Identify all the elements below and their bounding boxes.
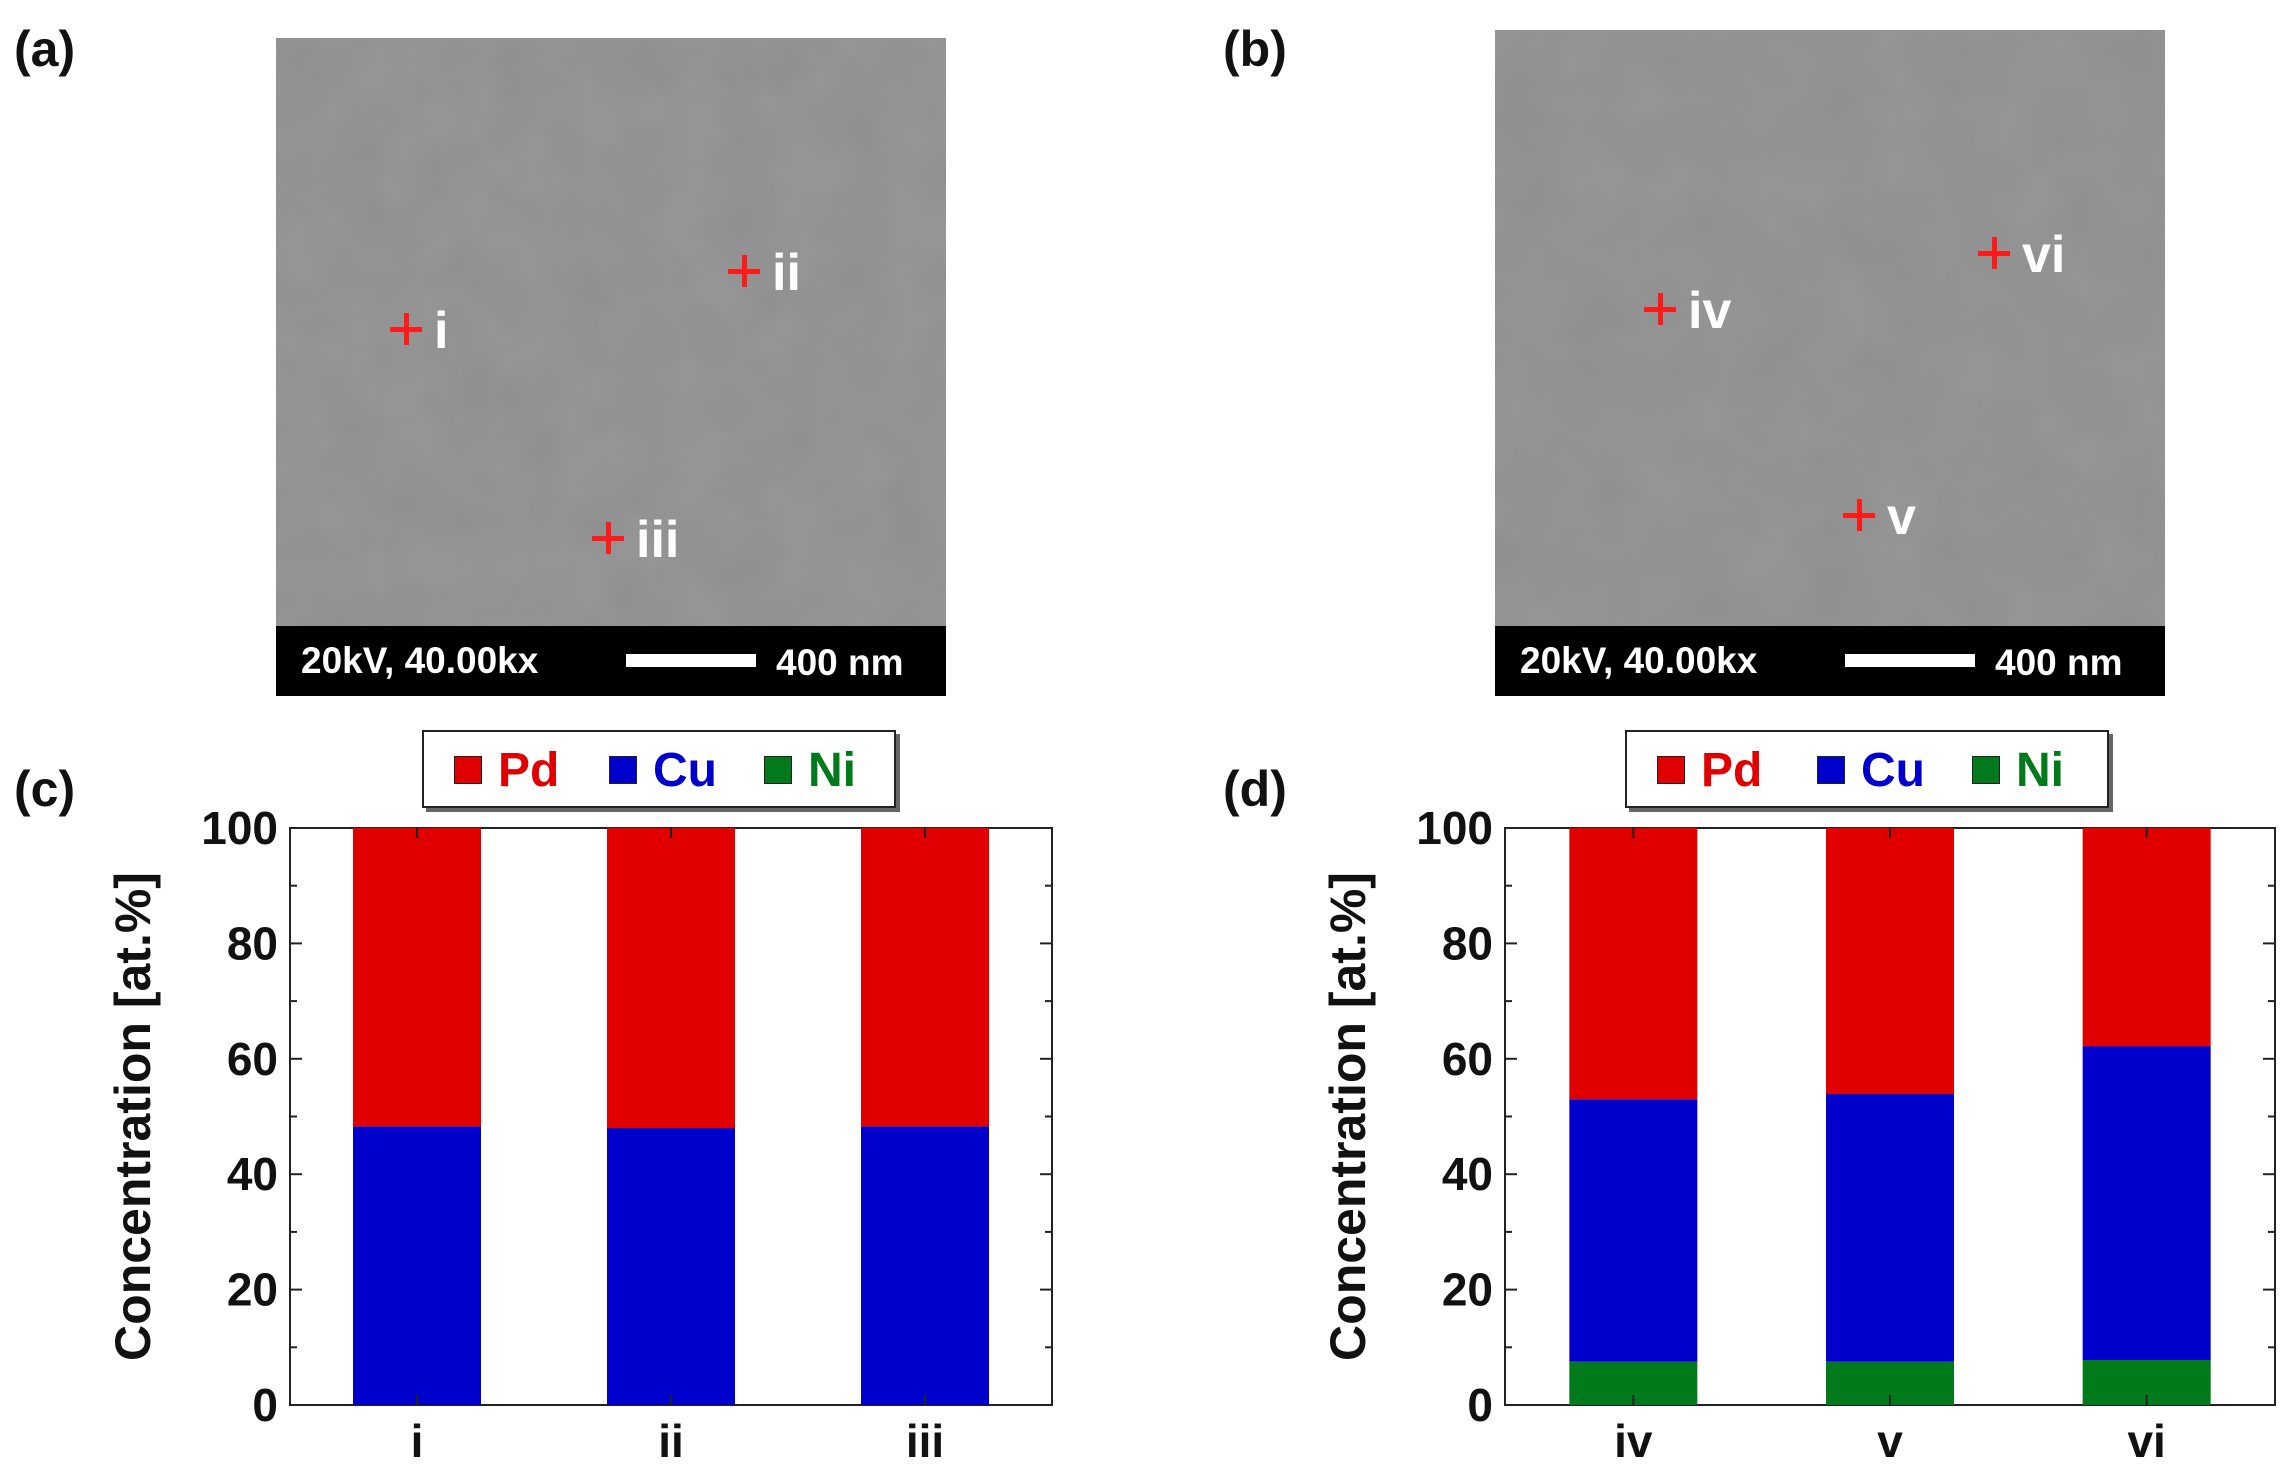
bar-cu-vi: [2082, 1046, 2211, 1360]
panel-label-c: (c): [14, 761, 76, 817]
bar-cu-v: [1826, 1093, 1954, 1362]
x-tick-label: vi: [2127, 1415, 2165, 1467]
legend-label: Cu: [1861, 744, 1925, 797]
panel-label-a: (a): [14, 21, 76, 77]
point-label: iii: [636, 511, 680, 569]
bar-pd-iii: [861, 828, 989, 1127]
y-tick-label: 20: [227, 1264, 278, 1316]
sem-image-b: iv vi v 20kV, 40.00kx 400 nm: [1495, 30, 2165, 696]
y-axis-label: Concentration [at.%]: [105, 872, 161, 1361]
x-tick-label: iv: [1614, 1415, 1653, 1467]
sem-texture: [1495, 30, 2165, 696]
legend-swatch: [1817, 756, 1845, 784]
bar-pd-ii: [607, 828, 735, 1129]
sem-info-bar: 20kV, 40.00kx 400 nm: [276, 626, 946, 696]
bar-cu-iii: [861, 1126, 989, 1405]
legend-swatch: [764, 756, 792, 784]
sem-image-a: i ii iii 20kV, 40.00kx 400 nm: [276, 38, 946, 696]
scale-bar: [626, 654, 756, 667]
y-tick-label: 40: [1442, 1148, 1493, 1200]
legend-c: Pd Cu Ni: [422, 730, 896, 808]
bar-pd-vi: [2082, 828, 2211, 1047]
x-tick-label: i: [411, 1415, 424, 1467]
bar-pd-iv: [1569, 828, 1698, 1100]
bar-cu-i: [353, 1126, 481, 1405]
bar-cu-ii: [607, 1128, 735, 1405]
panel-label-b: (b): [1223, 21, 1287, 77]
scale-bar: [1845, 654, 1975, 667]
legend-d: Pd Cu Ni: [1625, 730, 2109, 808]
point-label: vi: [2022, 226, 2066, 284]
legend-label: Pd: [498, 744, 560, 797]
y-tick-label: 60: [1442, 1033, 1493, 1085]
y-tick-label: 40: [227, 1148, 278, 1200]
y-axis-label: Concentration [at.%]: [1320, 872, 1376, 1361]
x-tick-label: v: [1877, 1415, 1903, 1467]
legend-swatch: [1657, 756, 1685, 784]
legend-label: Ni: [808, 744, 856, 797]
legend-label: Pd: [1701, 744, 1763, 797]
scale-bar-label: 400 nm: [776, 642, 904, 683]
y-tick-label: 80: [227, 917, 278, 969]
point-label: v: [1887, 488, 1916, 546]
scale-bar-label: 400 nm: [1995, 642, 2123, 683]
y-tick-label: 60: [227, 1033, 278, 1085]
x-tick-label: ii: [658, 1415, 684, 1467]
sem-acquisition-info: 20kV, 40.00kx: [1520, 640, 1758, 681]
legend-swatch: [609, 756, 637, 784]
y-tick-label: 100: [1416, 802, 1493, 854]
sem-acquisition-info: 20kV, 40.00kx: [301, 640, 539, 681]
bar-cu-iv: [1569, 1099, 1698, 1362]
legend-swatch: [1972, 756, 2000, 784]
bar-pd-i: [353, 828, 481, 1127]
y-tick-label: 80: [1442, 917, 1493, 969]
y-tick-label: 100: [201, 802, 278, 854]
legend-swatch: [454, 756, 482, 784]
legend-label: Cu: [653, 744, 717, 797]
legend-label: Ni: [2016, 744, 2064, 797]
sem-texture: [276, 38, 946, 696]
y-tick-label: 20: [1442, 1264, 1493, 1316]
y-tick-label: 0: [1467, 1379, 1493, 1431]
bar-chart-d: iv v vi 0 20 40 60 80 100 Concentration [at.%]: [1320, 802, 2276, 1467]
point-label: i: [434, 302, 449, 360]
panel-label-d: (d): [1223, 761, 1287, 817]
bar-pd-v: [1826, 828, 1954, 1094]
point-label: ii: [772, 244, 801, 302]
sem-info-bar: 20kV, 40.00kx 400 nm: [1495, 626, 2165, 696]
point-label: iv: [1688, 282, 1732, 340]
y-tick-label: 0: [252, 1379, 278, 1431]
x-tick-label: iii: [906, 1415, 944, 1467]
